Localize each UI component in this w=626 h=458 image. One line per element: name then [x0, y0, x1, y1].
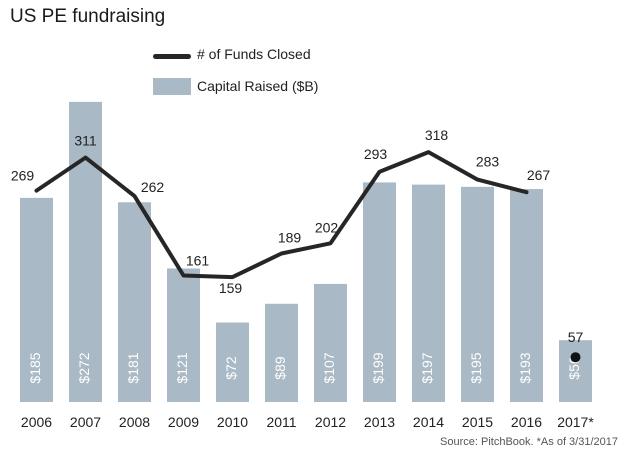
legend-line-swatch — [153, 54, 191, 59]
funds-label-2006: 269 — [11, 168, 35, 184]
funds-label-2013: 293 — [364, 146, 388, 162]
funds-label-2016: 267 — [527, 167, 551, 183]
x-tick-label-2013: 2013 — [364, 414, 395, 430]
bar-2017* — [559, 340, 592, 402]
bar-value-label-2007: $272 — [76, 352, 92, 383]
chart-title: US PE fundraising — [10, 6, 166, 27]
funds-closed-point-2017* — [570, 352, 581, 363]
bar-2013 — [363, 182, 396, 402]
x-tick-label-2009: 2009 — [168, 414, 199, 430]
bar-value-label-2016: $193 — [517, 352, 533, 383]
x-tick-label-2010: 2010 — [217, 414, 248, 430]
bar-2006 — [20, 197, 53, 402]
funds-label-2012: 202 — [315, 219, 339, 235]
x-tick-label-2011: 2011 — [266, 414, 296, 430]
bar-value-label-2013: $199 — [370, 352, 386, 383]
bar-2015 — [461, 186, 494, 402]
x-tick-label-2006: 2006 — [21, 414, 52, 430]
bar-value-label-2006: $185 — [27, 352, 43, 383]
bar-value-label-2012: $107 — [321, 352, 337, 383]
x-tick-label-2015: 2015 — [462, 414, 493, 430]
bar-2008 — [118, 202, 151, 402]
x-tick-label-2017*: 2017* — [557, 414, 594, 430]
funds-label-2010: 159 — [219, 280, 243, 296]
bar-value-label-2011: $89 — [272, 356, 288, 380]
funds-label-2008: 262 — [141, 179, 165, 195]
bar-2009 — [167, 268, 200, 402]
bar-value-label-2008: $181 — [125, 352, 141, 383]
x-tick-label-2008: 2008 — [119, 414, 150, 430]
x-tick-label-2007: 2007 — [70, 414, 101, 430]
x-tick-label-2014: 2014 — [413, 414, 444, 430]
x-tick-label-2016: 2016 — [511, 414, 542, 430]
legend-label-funds-closed: # of Funds Closed — [197, 46, 311, 62]
bar-value-label-2014: $197 — [419, 352, 435, 383]
bar-2012 — [314, 283, 347, 402]
x-tick-label-2012: 2012 — [315, 414, 346, 430]
funds-label-2009: 161 — [186, 253, 210, 269]
funds-label-2007: 311 — [74, 133, 97, 149]
bar-value-label-2017*: $56 — [566, 356, 582, 380]
bar-value-label-2010: $72 — [223, 356, 239, 380]
funds-label-2014: 318 — [425, 127, 449, 143]
bar-2016 — [510, 189, 543, 402]
source-note: Source: PitchBook. *As of 3/31/2017 — [440, 436, 618, 448]
bar-2007 — [69, 101, 102, 403]
funds-label-2017*: 57 — [568, 329, 584, 345]
legend-bar-swatch — [153, 78, 191, 95]
legend-label-capital-raised: Capital Raised ($B) — [197, 78, 319, 94]
bar-value-label-2009: $121 — [174, 352, 190, 383]
funds-label-2015: 283 — [476, 154, 500, 170]
bar-value-label-2015: $195 — [468, 352, 484, 383]
funds-label-2011: 189 — [278, 230, 302, 246]
bar-2010 — [216, 322, 249, 402]
bar-2014 — [412, 184, 445, 402]
funds-closed-line — [34, 150, 529, 280]
bar-2011 — [265, 303, 298, 402]
